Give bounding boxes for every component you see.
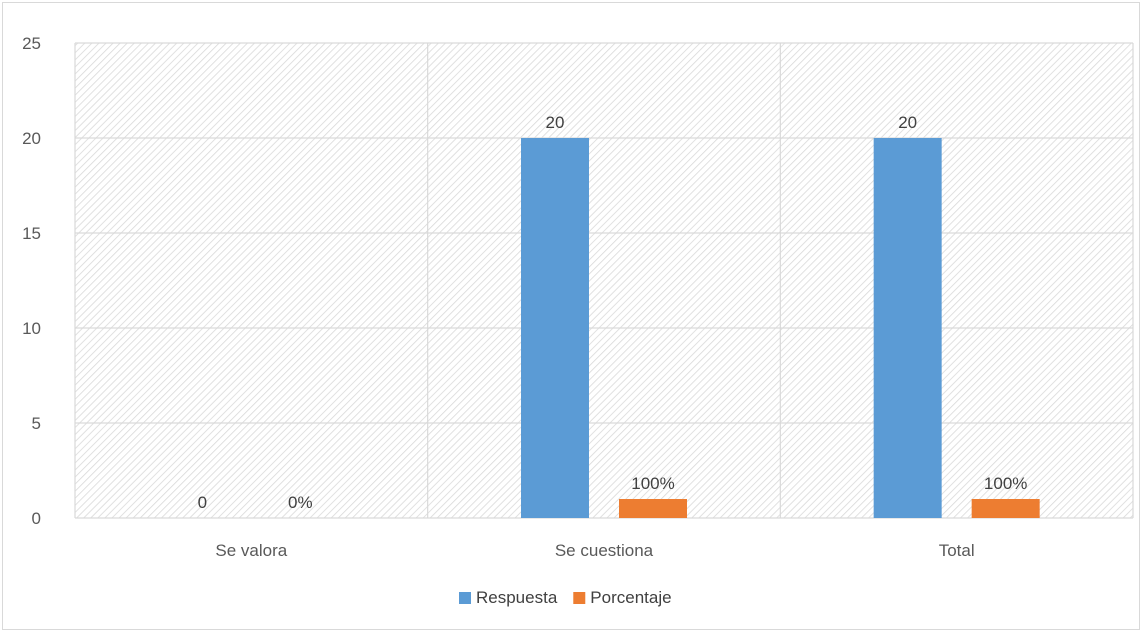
bar-porcentaje bbox=[971, 499, 1040, 518]
bar-respuesta bbox=[873, 138, 942, 518]
y-tick-label: 15 bbox=[22, 224, 41, 243]
x-tick-label: Total bbox=[939, 541, 975, 560]
data-labels: 0 20 20 0% 100% 100% bbox=[198, 113, 1028, 512]
plot-area bbox=[75, 43, 1133, 518]
y-axis-ticks: 0 5 10 15 20 25 bbox=[22, 34, 41, 528]
y-tick-label: 25 bbox=[22, 34, 41, 53]
data-label: 20 bbox=[546, 113, 565, 132]
gridlines bbox=[74, 42, 1134, 519]
y-tick-label: 20 bbox=[22, 129, 41, 148]
bar-respuesta bbox=[521, 138, 589, 518]
data-label: 100% bbox=[631, 474, 674, 493]
legend-swatch bbox=[573, 592, 586, 604]
legend-label: Porcentaje bbox=[590, 588, 671, 607]
x-tick-label: Se cuestiona bbox=[555, 541, 654, 560]
y-tick-label: 0 bbox=[32, 509, 41, 528]
data-label: 20 bbox=[898, 113, 917, 132]
legend: Respuesta Porcentaje bbox=[459, 588, 672, 607]
data-label: 0% bbox=[288, 493, 313, 512]
legend-label: Respuesta bbox=[476, 588, 558, 607]
data-label: 0 bbox=[198, 493, 207, 512]
bar-porcentaje bbox=[619, 499, 687, 518]
bars bbox=[521, 138, 1040, 518]
data-label: 100% bbox=[984, 474, 1027, 493]
x-axis-ticks: Se valora Se cuestiona Total bbox=[215, 541, 974, 560]
x-tick-label: Se valora bbox=[215, 541, 287, 560]
y-tick-label: 10 bbox=[22, 319, 41, 338]
y-tick-label: 5 bbox=[32, 414, 41, 433]
legend-swatch bbox=[459, 592, 471, 604]
